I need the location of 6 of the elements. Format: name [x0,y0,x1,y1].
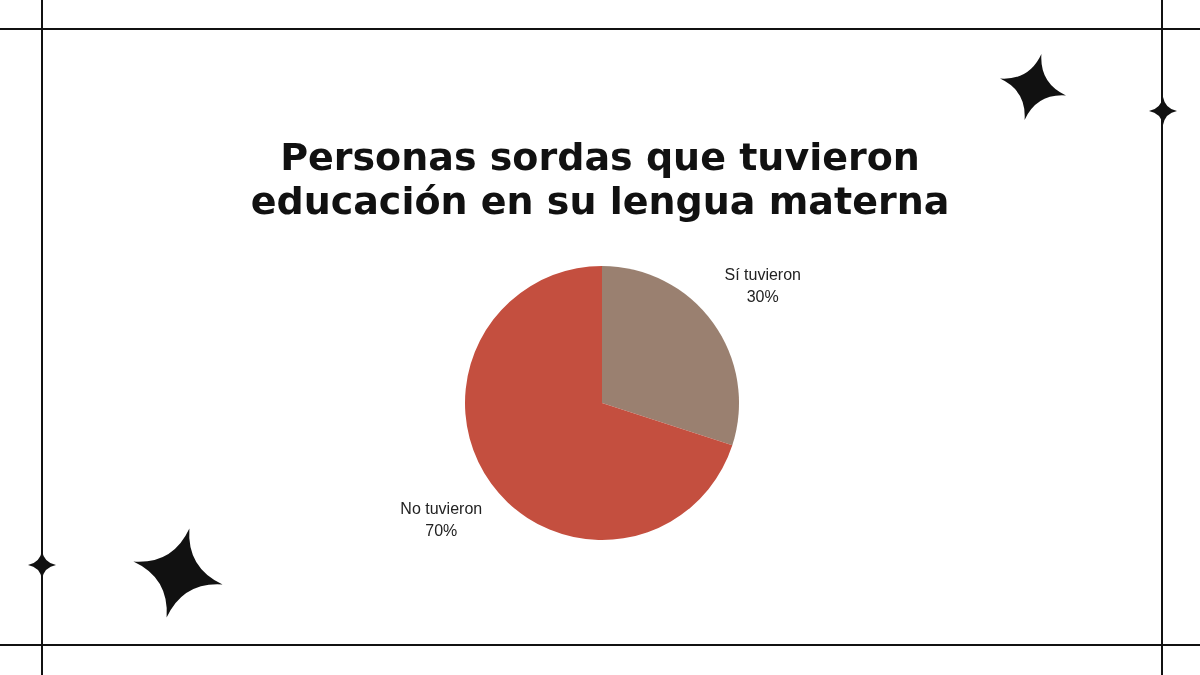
data-label: 70% [425,521,458,539]
data-label: 30% [746,288,779,306]
chart-title: Personas sordas que tuvieron educación en su lengua materna [250,135,950,223]
slice-label: No tuvieron [400,499,483,517]
pie-slice [602,266,739,446]
slice-label: Sí tuvieron [724,266,801,284]
